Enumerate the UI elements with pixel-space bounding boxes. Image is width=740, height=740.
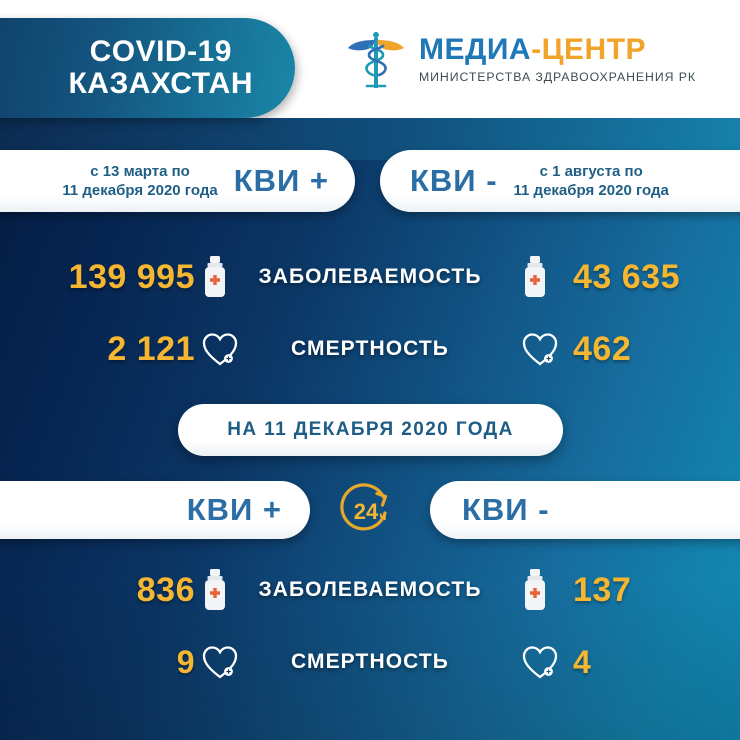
daily-kvi-positive-label: КВИ + — [186, 492, 282, 527]
covid-title-line2: КАЗАХСТАН — [68, 67, 253, 100]
page-title: COVID-19 КАЗАХСТАН — [69, 36, 254, 100]
stat-row-cumulative-mortality: 2 121 СМЕРТНОСТЬ 462 — [0, 321, 740, 377]
period-dates-positive-line1: с 13 марта по — [90, 162, 190, 180]
heart-plus-icon — [520, 642, 560, 682]
period-dates-negative-line1: с 1 августа по — [539, 162, 643, 180]
stat-row-daily-incidence: 836 ЗАБОЛЕВАЕМОСТЬ 137 — [0, 562, 740, 618]
cumulative-mortality-label: СМЕРТНОСТЬ — [290, 337, 450, 360]
svg-text:ч: ч — [380, 509, 387, 523]
caduceus-icon — [345, 24, 407, 94]
svg-text:24: 24 — [354, 499, 379, 524]
daily-banner-negative: КВИ - — [430, 481, 740, 539]
period-dates-positive-line2: 11 декабря 2020 года — [62, 182, 218, 199]
daily-incidence-negative-value: 137 — [573, 570, 632, 609]
daily-date-text: НА 11 ДЕКАБРЯ 2020 ГОДА — [227, 419, 514, 440]
kvi-positive-label: КВИ + — [233, 163, 329, 198]
cumulative-incidence-label: ЗАБОЛЕВАЕМОСТЬ — [258, 265, 482, 288]
period-dates-negative-line2: 11 декабря 2020 года — [513, 182, 669, 199]
cumulative-incidence-negative-value: 43 635 — [573, 257, 680, 296]
logo-wordmark: МЕДИА-ЦЕНТР — [419, 32, 696, 66]
medicine-bottle-icon — [520, 255, 550, 299]
daily-incidence-label: ЗАБОЛЕВАЕМОСТЬ — [258, 578, 482, 601]
stat-row-daily-mortality: 9 СМЕРТНОСТЬ 4 — [0, 634, 740, 690]
cumulative-mortality-positive-value: 2 121 — [107, 329, 195, 368]
daily-kvi-negative-label: КВИ - — [462, 492, 550, 527]
medicine-bottle-icon — [520, 568, 550, 612]
daily-mortality-label: СМЕРТНОСТЬ — [290, 650, 450, 673]
period-banner-row: с 13 марта по 11 декабря 2020 года КВИ +… — [0, 150, 740, 212]
logo-word-center: -ЦЕНТР — [531, 32, 647, 66]
heart-plus-icon — [520, 329, 560, 369]
medicine-bottle-icon — [200, 568, 230, 612]
media-center-logo: МЕДИА-ЦЕНТР МИНИСТЕРСТВА ЗДРАВООХРАНЕНИЯ… — [345, 24, 696, 94]
stat-row-cumulative-incidence: 139 995 ЗАБОЛЕВАЕМОСТЬ 43 635 — [0, 249, 740, 305]
covid-title-banner: COVID-19 КАЗАХСТАН — [0, 18, 295, 118]
cumulative-mortality-negative-value: 462 — [573, 329, 632, 368]
heart-plus-icon — [200, 329, 240, 369]
covid-title-line1: COVID-19 — [89, 35, 232, 69]
24h-icon: 24 ч — [332, 478, 404, 542]
period-dates-positive: с 13 марта по 11 декабря 2020 года — [62, 162, 217, 200]
period-dates-negative: с 1 августа по 11 декабря 2020 года — [514, 162, 669, 200]
daily-mortality-negative-value: 4 — [573, 643, 592, 680]
daily-mortality-positive-value: 9 — [176, 643, 195, 680]
period-banner-negative: КВИ - с 1 августа по 11 декабря 2020 год… — [380, 150, 740, 212]
daily-banner-positive: КВИ + — [0, 481, 310, 539]
medicine-bottle-icon — [200, 255, 230, 299]
period-banner-positive: с 13 марта по 11 декабря 2020 года КВИ + — [0, 150, 355, 212]
daily-date-banner: НА 11 ДЕКАБРЯ 2020 ГОДА — [178, 404, 563, 456]
daily-incidence-positive-value: 836 — [136, 570, 195, 609]
cumulative-incidence-positive-value: 139 995 — [68, 257, 195, 296]
heart-plus-icon — [200, 642, 240, 682]
kvi-negative-label: КВИ - — [410, 163, 498, 198]
logo-subtitle: МИНИСТЕРСТВА ЗДРАВООХРАНЕНИЯ РК — [419, 69, 696, 84]
logo-word-media: МЕДИА — [419, 32, 532, 66]
daily-kvi-banner-row: КВИ + 24 ч КВИ - — [0, 481, 740, 539]
